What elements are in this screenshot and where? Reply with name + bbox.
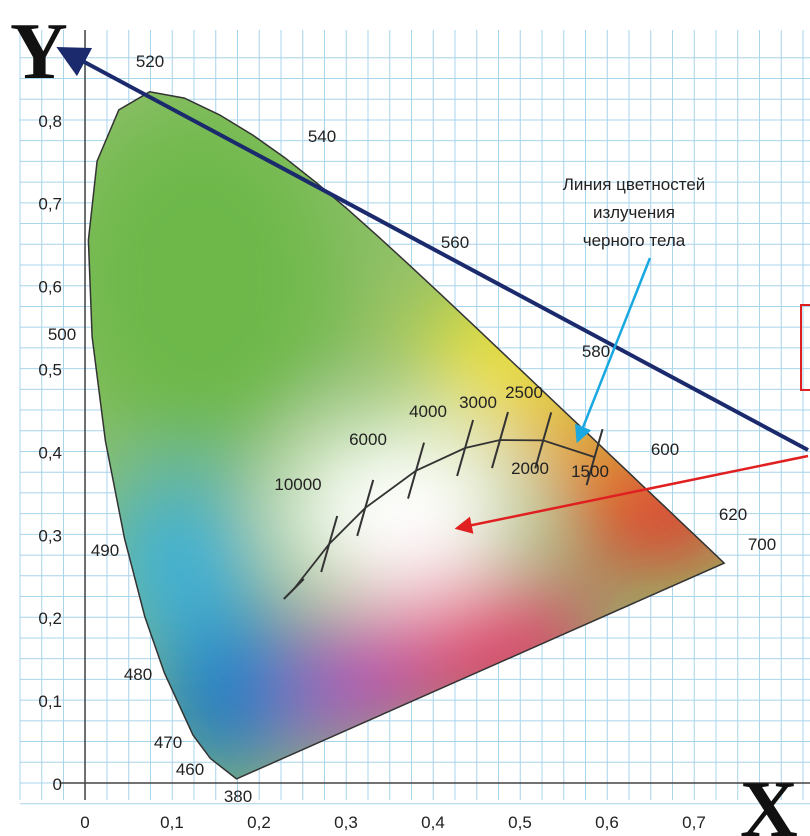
x-tick-label: 0,6 — [595, 813, 619, 832]
wavelength-label: 500 — [48, 325, 76, 344]
temperature-label: 3000 — [459, 393, 497, 412]
wavelength-label: 480 — [124, 665, 152, 684]
wavelength-label: 380 — [224, 787, 252, 806]
x-tick-label: 0,7 — [682, 813, 706, 832]
x-tick-label: 0,5 — [508, 813, 532, 832]
wavelength-label: 490 — [91, 541, 119, 560]
annotation-text: Линия цветностей — [563, 175, 706, 194]
wavelength-label: 540 — [308, 127, 336, 146]
x-tick-label: 0,1 — [160, 813, 184, 832]
annotation-text: излучения — [593, 203, 675, 222]
annotation-text: черного тела — [583, 231, 686, 250]
wavelength-label: 580 — [582, 342, 610, 361]
temperature-label: 10000 — [274, 475, 321, 494]
temperature-label: 2500 — [505, 383, 543, 402]
wavelength-label: 560 — [441, 233, 469, 252]
wavelength-label: 460 — [176, 760, 204, 779]
x-tick-label: 0 — [80, 813, 89, 832]
temperature-label: 2000 — [511, 459, 549, 478]
temperature-label: 6000 — [349, 430, 387, 449]
wavelength-label: 700 — [748, 535, 776, 554]
y-axis-label: Y — [10, 8, 68, 96]
wavelength-label: 620 — [719, 505, 747, 524]
temperature-label: 4000 — [409, 402, 447, 421]
y-tick-label: 0,4 — [38, 443, 62, 462]
wavelength-label: 600 — [651, 440, 679, 459]
temperature-label: 1500 — [571, 462, 609, 481]
y-tick-label: 0,1 — [38, 692, 62, 711]
y-tick-label: 0,7 — [38, 195, 62, 214]
x-axis-label: X — [740, 766, 798, 836]
x-tick-label: 0,4 — [421, 813, 445, 832]
y-tick-label: 0,5 — [38, 361, 62, 380]
wavelength-label: 470 — [154, 733, 182, 752]
y-tick-label: 0,6 — [38, 278, 62, 297]
y-tick-label: 0 — [53, 775, 62, 794]
y-tick-label: 0,2 — [38, 609, 62, 628]
cie-diagram: 0 0,1 0,2 0,3 0,4 0,5 0,6 0,7 0 0,1 0,2 0,3 0,4 0,5 0,… — [0, 0, 810, 836]
x-tick-label: 0,2 — [247, 813, 271, 832]
y-tick-label: 0,8 — [38, 112, 62, 131]
x-tick-label: 0,3 — [334, 813, 358, 832]
y-tick-label: 0,3 — [38, 526, 62, 545]
wavelength-label: 520 — [136, 52, 164, 71]
